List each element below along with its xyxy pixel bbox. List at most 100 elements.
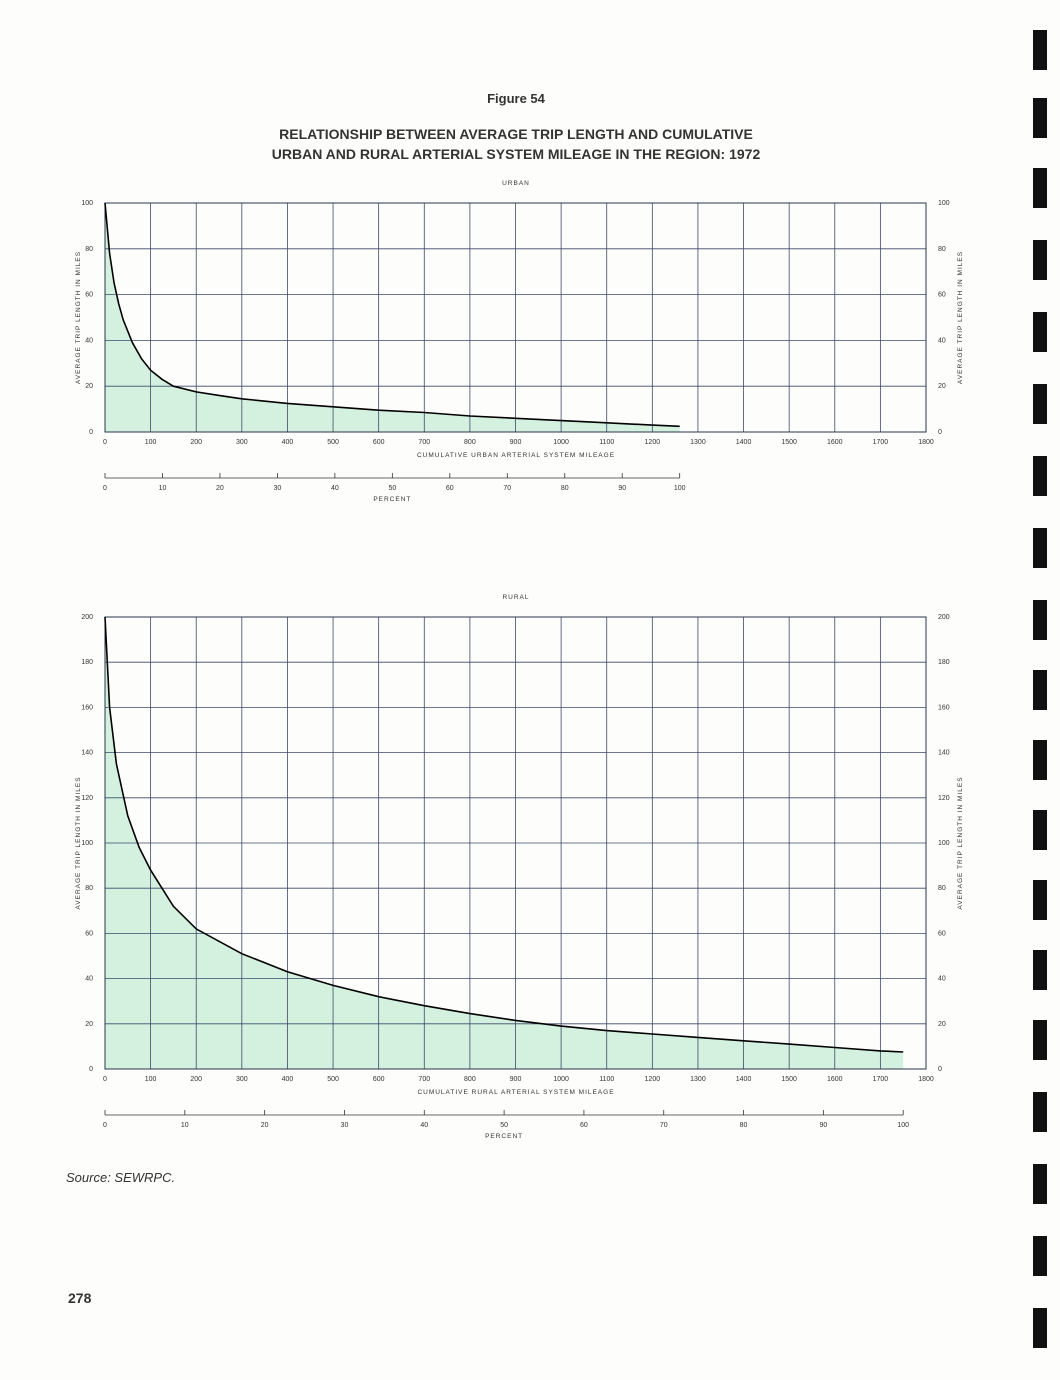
x-tick-label: 1100 xyxy=(599,1076,614,1083)
x-tick-label: 700 xyxy=(418,1076,430,1083)
y-tick-label: 0 xyxy=(938,1066,942,1073)
x-tick-label: 600 xyxy=(373,439,385,446)
percent-tick-label: 80 xyxy=(740,1122,748,1129)
percent-tick-label: 80 xyxy=(561,485,569,492)
x-tick-label: 1100 xyxy=(599,439,614,446)
percent-tick-label: 30 xyxy=(341,1122,349,1129)
x-tick-label: 1600 xyxy=(827,1076,843,1083)
percent-tick-label: 0 xyxy=(103,485,107,492)
y-tick-label: 100 xyxy=(938,840,950,847)
percent-tick-label: 40 xyxy=(331,485,339,492)
chart-title: URBAN xyxy=(502,180,530,187)
line xyxy=(104,202,680,428)
x-tick-label: 1200 xyxy=(645,1076,661,1083)
y-tick-label: 20 xyxy=(85,383,93,390)
percent-tick-label: 10 xyxy=(181,1122,189,1129)
y-tick-label: 60 xyxy=(938,292,946,299)
x-tick-label: 200 xyxy=(190,1076,202,1083)
figure-label: Figure 54 xyxy=(487,91,546,106)
x-tick-label: 500 xyxy=(327,1076,339,1083)
percent-tick-label: 90 xyxy=(819,1122,827,1129)
y-tick-label: 100 xyxy=(81,200,93,207)
percent-tick-label: 70 xyxy=(660,1122,668,1129)
percent-tick-label: 40 xyxy=(420,1122,428,1129)
percent-tick-label: 0 xyxy=(103,1122,107,1129)
x-tick-label: 1700 xyxy=(873,1076,889,1083)
x-tick-label: 0 xyxy=(103,439,107,446)
page-number: 278 xyxy=(68,1290,92,1306)
x-tick-label: 1000 xyxy=(553,439,569,446)
x-tick-label: 600 xyxy=(373,1076,385,1083)
y-tick-label: 160 xyxy=(81,704,93,711)
y-tick-label: 120 xyxy=(938,795,950,802)
percent-tick-label: 100 xyxy=(897,1122,909,1129)
percent-tick-label: 70 xyxy=(503,485,511,492)
x-tick-label: 1400 xyxy=(736,439,752,446)
y-tick-label: 0 xyxy=(89,1066,93,1073)
y-axis-label: AVERAGE TRIP LENGTH IN MILES xyxy=(957,776,964,909)
percent-tick-label: 50 xyxy=(500,1122,508,1129)
y-tick-label: 0 xyxy=(89,429,93,436)
y-axis-label: AVERAGE TRIP LENGTH IN MILES xyxy=(75,251,82,384)
x-tick-label: 200 xyxy=(190,439,202,446)
x-axis-label: CUMULATIVE URBAN ARTERIAL SYSTEM MILEAGE xyxy=(417,452,615,459)
x-tick-label: 1400 xyxy=(736,1076,752,1083)
line xyxy=(104,616,904,1053)
y-tick-label: 60 xyxy=(85,930,93,937)
x-tick-label: 1500 xyxy=(781,439,797,446)
x-tick-label: 800 xyxy=(464,439,476,446)
y-tick-label: 200 xyxy=(81,614,93,621)
y-tick-label: 0 xyxy=(938,429,942,436)
percent-tick-label: 30 xyxy=(274,485,282,492)
percent-tick-label: 60 xyxy=(580,1122,588,1129)
percent-label: PERCENT xyxy=(373,496,411,503)
plot-frame xyxy=(104,202,927,433)
y-tick-label: 140 xyxy=(81,750,93,757)
x-tick-label: 1500 xyxy=(781,1076,797,1083)
x-tick-label: 400 xyxy=(282,439,294,446)
percent-tick-label: 50 xyxy=(388,485,396,492)
y-axis-label: AVERAGE TRIP LENGTH IN MILES xyxy=(75,776,82,909)
x-tick-label: 1800 xyxy=(918,1076,934,1083)
x-tick-label: 300 xyxy=(236,1076,248,1083)
y-tick-label: 40 xyxy=(85,337,93,344)
percent-tick-label: 20 xyxy=(216,485,224,492)
x-tick-label: 400 xyxy=(282,1076,294,1083)
percent-tick-label: 60 xyxy=(446,485,454,492)
y-tick-label: 60 xyxy=(85,292,93,299)
y-axis-label: AVERAGE TRIP LENGTH IN MILES xyxy=(957,251,964,384)
y-tick-label: 40 xyxy=(85,976,93,983)
x-tick-label: 900 xyxy=(510,1076,522,1083)
x-tick-label: 1800 xyxy=(918,439,934,446)
x-tick-label: 1700 xyxy=(873,439,889,446)
y-tick-label: 200 xyxy=(938,614,950,621)
x-tick-label: 1600 xyxy=(827,439,843,446)
percent-tick-label: 90 xyxy=(618,485,626,492)
y-tick-label: 40 xyxy=(938,337,946,344)
y-tick-label: 20 xyxy=(85,1021,93,1028)
y-tick-label: 20 xyxy=(938,383,946,390)
x-tick-label: 900 xyxy=(510,439,522,446)
y-tick-label: 80 xyxy=(938,246,946,253)
x-tick-label: 0 xyxy=(103,1076,107,1083)
x-tick-label: 700 xyxy=(418,439,430,446)
title-line: RELATIONSHIP BETWEEN AVERAGE TRIP LENGTH… xyxy=(279,126,753,142)
y-tick-label: 40 xyxy=(938,976,946,983)
y-tick-label: 160 xyxy=(938,704,950,711)
y-tick-label: 80 xyxy=(85,885,93,892)
percent-label: PERCENT xyxy=(485,1133,523,1140)
x-tick-label: 300 xyxy=(236,439,248,446)
source: Source: SEWRPC. xyxy=(66,1170,175,1185)
x-tick-label: 800 xyxy=(464,1076,476,1083)
area xyxy=(105,203,680,432)
y-tick-label: 80 xyxy=(938,885,946,892)
x-tick-label: 1200 xyxy=(645,439,661,446)
y-tick-label: 180 xyxy=(938,659,950,666)
x-tick-label: 1300 xyxy=(690,1076,706,1083)
y-tick-label: 60 xyxy=(938,930,946,937)
title-line: URBAN AND RURAL ARTERIAL SYSTEM MILEAGE … xyxy=(272,146,761,162)
binding-marks xyxy=(1033,30,1047,1348)
x-axis-label: CUMULATIVE RURAL ARTERIAL SYSTEM MILEAGE xyxy=(417,1089,614,1096)
